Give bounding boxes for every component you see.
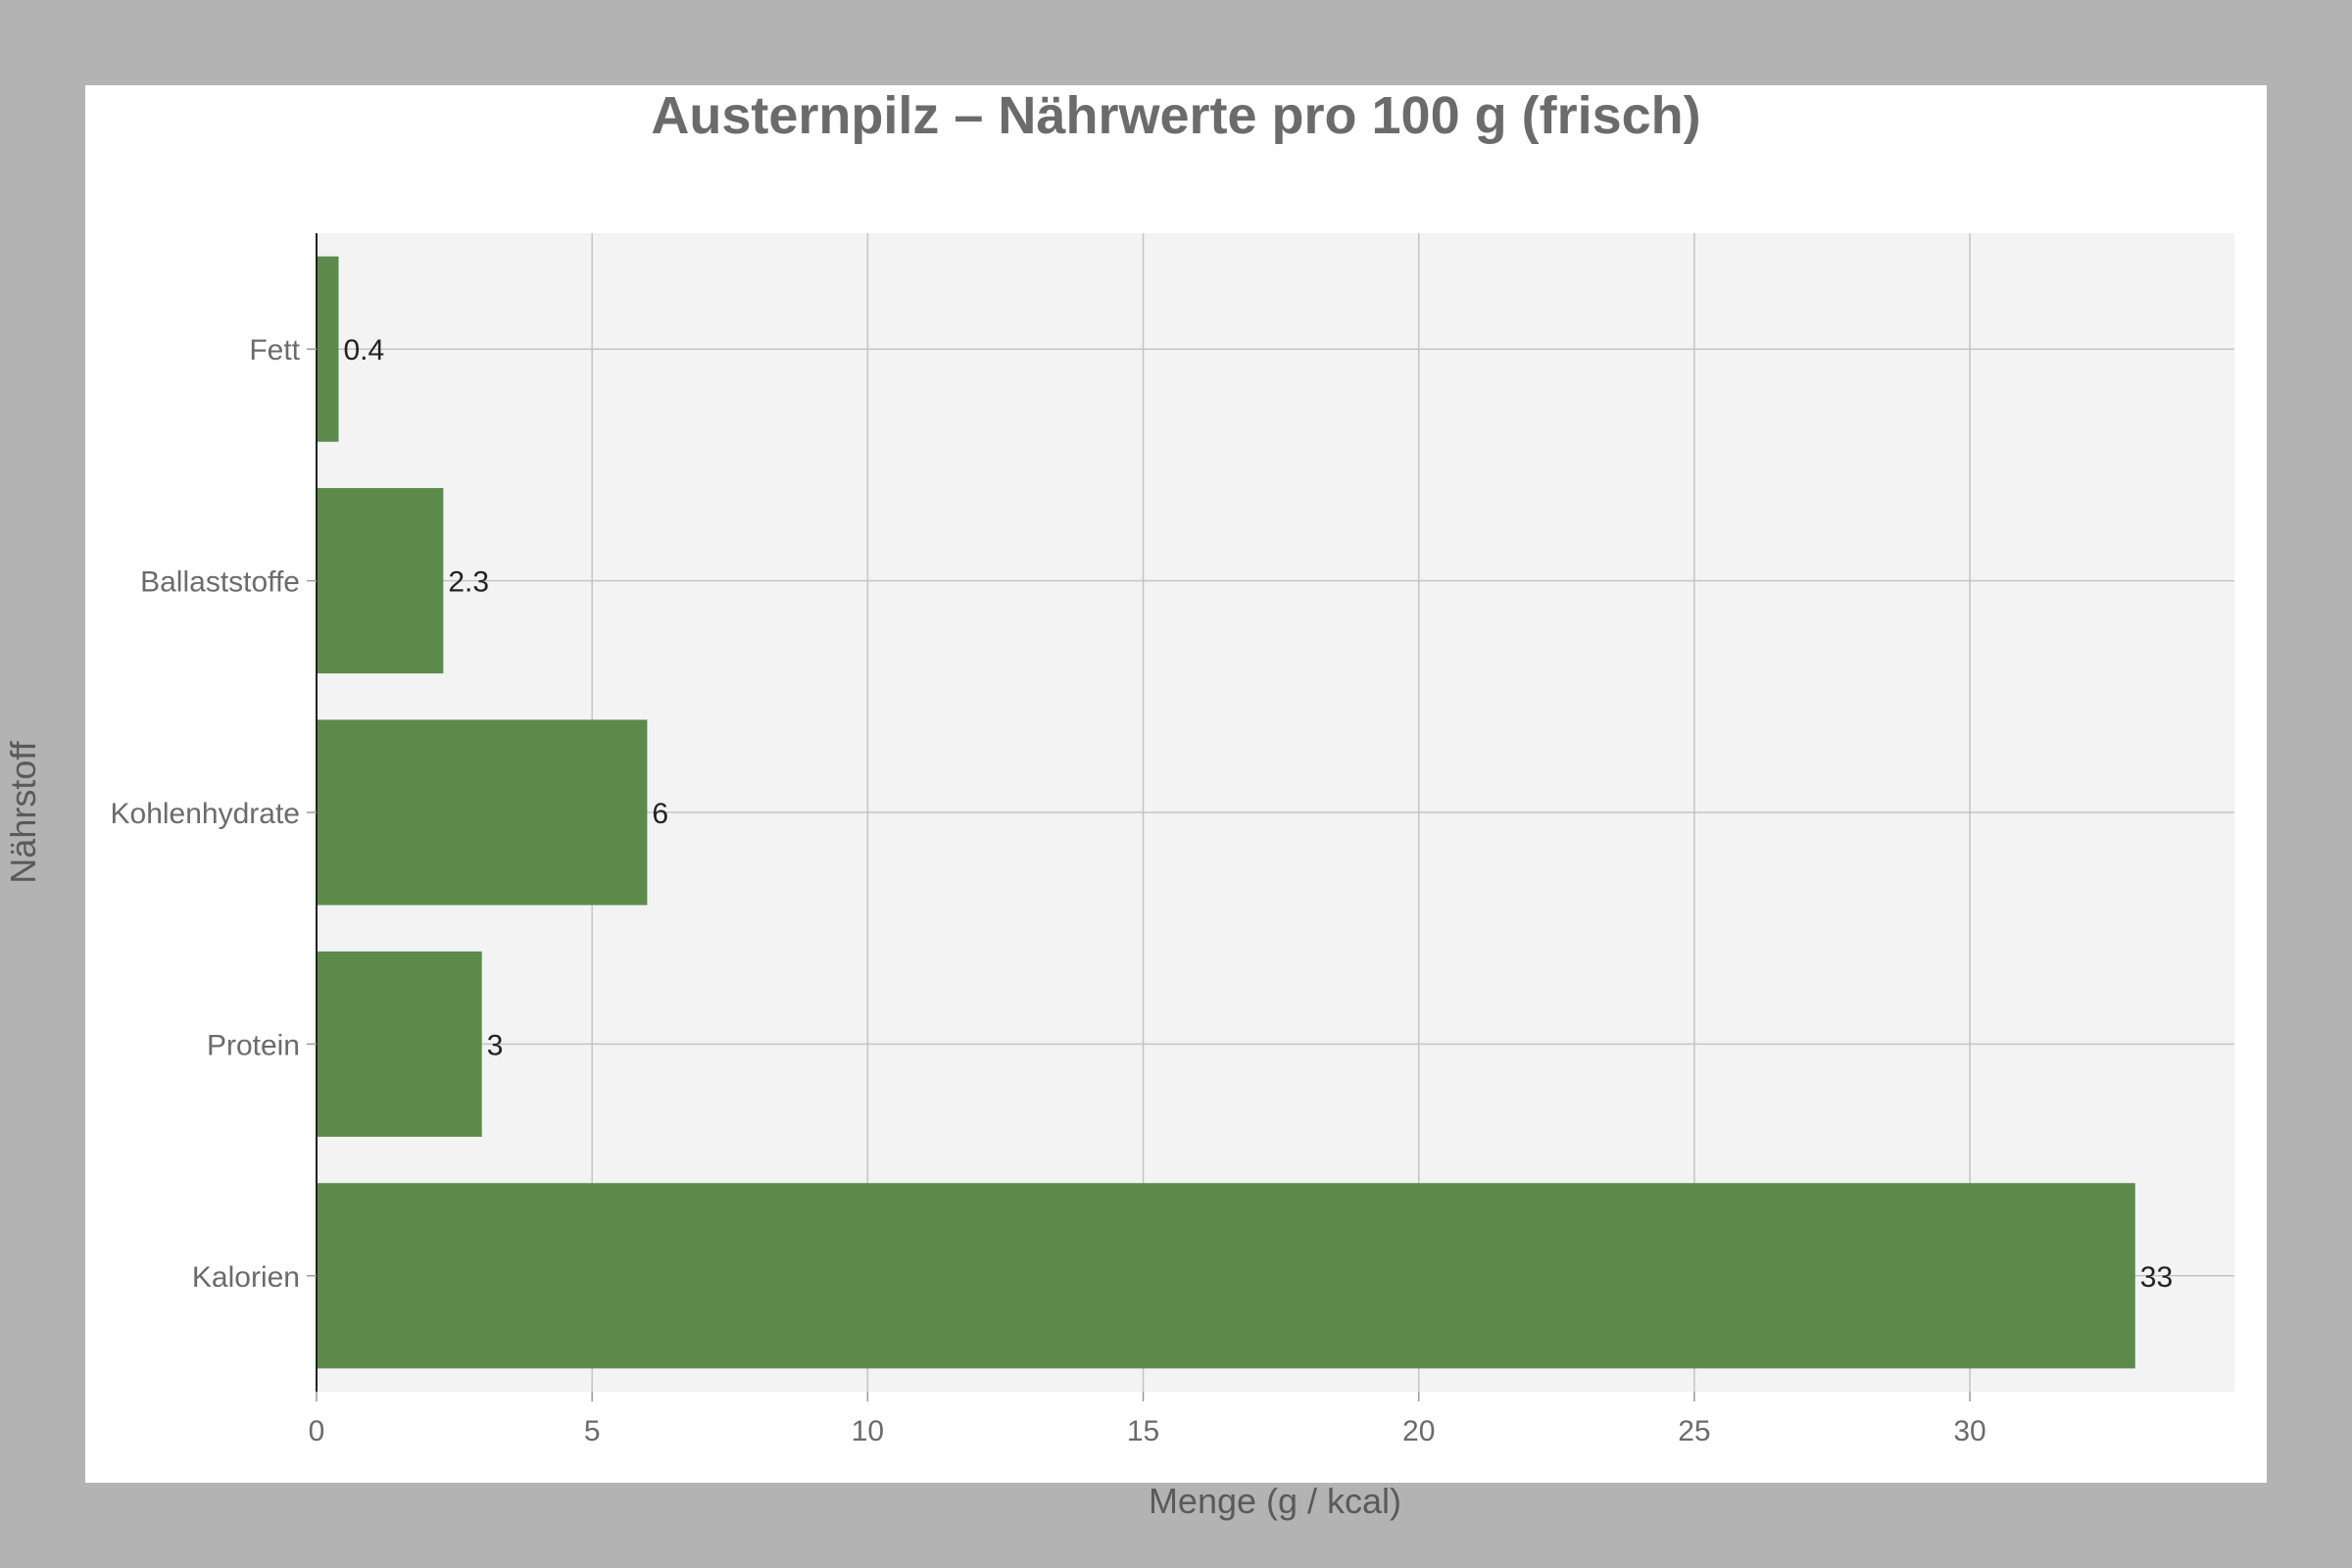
bars xyxy=(317,256,2135,1369)
y-tick-labels: Kalorien Protein Kohlenhydrate Ballaststoff… xyxy=(111,334,317,1294)
bar-kalorien xyxy=(317,1183,2135,1369)
y-tick-label-kohlenhydrate: Kohlenhydrate xyxy=(111,798,300,830)
x-tick-label: 30 xyxy=(1953,1415,1985,1447)
y-tick-label-fett: Fett xyxy=(249,334,300,367)
bar-protein xyxy=(317,951,482,1137)
x-axis-label: Menge (g / kcal) xyxy=(1149,1481,1401,1521)
data-label-kohlenhydrate: 6 xyxy=(652,798,668,830)
y-tick-label-ballaststoffe: Ballaststoffe xyxy=(140,566,300,599)
x-tick-label: 0 xyxy=(309,1415,325,1447)
data-label-protein: 3 xyxy=(487,1029,504,1061)
y-tick-label-kalorien: Kalorien xyxy=(192,1261,300,1294)
y-tick-label-protein: Protein xyxy=(207,1029,300,1061)
x-tick-label: 15 xyxy=(1127,1415,1159,1447)
bar-fett xyxy=(317,256,339,442)
data-label-kalorien: 33 xyxy=(2140,1261,2173,1294)
x-tick-label: 5 xyxy=(584,1415,601,1447)
x-tick-label: 20 xyxy=(1402,1415,1435,1447)
x-tick-label: 25 xyxy=(1678,1415,1710,1447)
chart-title: Austernpilz – Nährwerte pro 100 g (frisc… xyxy=(651,86,1700,145)
x-tick-labels: 0 5 10 15 20 25 30 xyxy=(309,1392,1986,1447)
bar-ballaststoffe xyxy=(317,488,444,674)
x-tick-label: 10 xyxy=(852,1415,884,1447)
data-label-fett: 0.4 xyxy=(343,334,384,367)
y-axis-label: Nährstoff xyxy=(3,740,43,883)
bar-kohlenhydrate xyxy=(317,719,648,906)
data-label-ballaststoffe: 2.3 xyxy=(448,566,489,599)
